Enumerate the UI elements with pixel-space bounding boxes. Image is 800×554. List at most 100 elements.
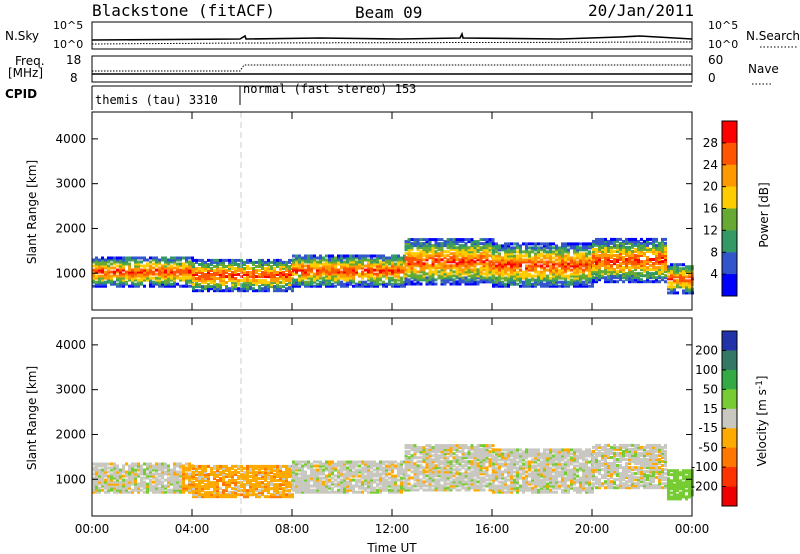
velocity-cell xyxy=(367,484,370,488)
power-cell xyxy=(625,272,628,276)
power-cell xyxy=(434,242,438,246)
power-cell xyxy=(92,268,95,272)
power-cell xyxy=(452,278,456,282)
power-cell xyxy=(646,243,649,247)
velocity-cell xyxy=(379,478,382,482)
power-cell xyxy=(307,256,310,260)
velocity-cell xyxy=(437,482,441,486)
power-cell xyxy=(216,287,219,291)
power-cell xyxy=(455,274,459,278)
velocity-cell xyxy=(373,472,376,476)
velocity-cell xyxy=(107,484,110,488)
power-cell xyxy=(285,273,288,276)
power-cell xyxy=(316,264,319,268)
power-cell xyxy=(391,260,394,264)
velocity-cell xyxy=(343,478,346,482)
power-cell xyxy=(437,260,441,264)
power-cell xyxy=(179,258,182,262)
power-cell xyxy=(455,272,459,276)
power-cell xyxy=(261,260,264,264)
power-cell xyxy=(107,276,110,280)
velocity-cell xyxy=(400,488,403,492)
power-cell xyxy=(458,254,462,258)
power-cell xyxy=(573,270,576,274)
velocity-cell xyxy=(301,468,304,472)
power-cell xyxy=(413,256,417,260)
power-cell xyxy=(595,250,598,253)
velocity-cell xyxy=(437,458,441,462)
power-cell xyxy=(640,274,643,278)
power-cell xyxy=(192,267,195,270)
power-cell xyxy=(207,287,210,291)
power-cell xyxy=(564,242,567,246)
velocity-cell xyxy=(101,472,104,476)
velocity-cell xyxy=(316,460,319,464)
velocity-cell xyxy=(316,478,319,482)
velocity-cell xyxy=(146,488,149,492)
power-cell xyxy=(246,275,249,279)
velocity-cell xyxy=(92,486,95,490)
power-cell xyxy=(595,252,598,255)
velocity-cell xyxy=(119,468,122,472)
power-cell xyxy=(464,264,468,268)
power-cell xyxy=(598,256,601,259)
power-cell xyxy=(649,250,652,253)
power-cell xyxy=(604,266,607,270)
velocity-cell xyxy=(407,474,411,478)
velocity-cell xyxy=(170,478,173,482)
power-cell xyxy=(334,266,337,270)
power-cell xyxy=(173,270,176,274)
power-cell xyxy=(464,258,468,262)
power-cell xyxy=(131,282,134,286)
velocity-cell xyxy=(255,481,258,485)
power-cell xyxy=(507,250,510,254)
power-cell xyxy=(464,254,468,258)
power-cell xyxy=(107,272,110,276)
velocity-cell xyxy=(282,471,285,474)
velocity-cell xyxy=(464,472,468,476)
power-cell xyxy=(473,254,477,258)
velocity-cell xyxy=(213,489,216,493)
velocity-cell xyxy=(279,491,282,495)
power-cell xyxy=(637,276,640,280)
power-cell xyxy=(522,276,525,280)
power-cell xyxy=(616,248,619,251)
velocity-cell xyxy=(198,485,201,489)
power-cell xyxy=(158,278,161,282)
power-cell xyxy=(458,262,462,266)
power-cell xyxy=(440,246,444,250)
velocity-cell xyxy=(295,488,298,492)
power-cell xyxy=(413,272,417,276)
velocity-cell xyxy=(192,466,195,470)
velocity-cell xyxy=(146,466,149,470)
power-cell xyxy=(285,260,288,264)
power-cell xyxy=(519,262,522,266)
velocity-cell xyxy=(434,464,438,468)
power-cell xyxy=(470,256,474,260)
power-cell xyxy=(198,279,201,283)
power-cell xyxy=(343,264,346,268)
power-cell xyxy=(397,282,400,286)
power-cell xyxy=(101,278,104,282)
velocity-cell xyxy=(285,477,288,480)
power-cell xyxy=(564,282,567,286)
power-cell xyxy=(340,270,343,274)
power-cell xyxy=(173,282,176,286)
velocity-cell xyxy=(246,469,249,472)
power-cell xyxy=(619,245,622,249)
power-cell xyxy=(682,273,685,277)
velocity-cell xyxy=(261,466,264,470)
velocity-cell xyxy=(173,490,176,494)
power-cell xyxy=(343,276,346,280)
velocity-cell xyxy=(261,493,264,497)
velocity-cell xyxy=(467,480,471,484)
power-cell xyxy=(137,270,140,274)
power-cell xyxy=(576,252,579,256)
power-cell xyxy=(543,256,546,260)
power-cell xyxy=(288,273,291,276)
velocity-cell xyxy=(107,466,110,470)
velocity-cell xyxy=(255,493,258,497)
power-cell xyxy=(310,260,313,264)
power-cell xyxy=(343,260,346,264)
power-cell xyxy=(476,274,480,278)
